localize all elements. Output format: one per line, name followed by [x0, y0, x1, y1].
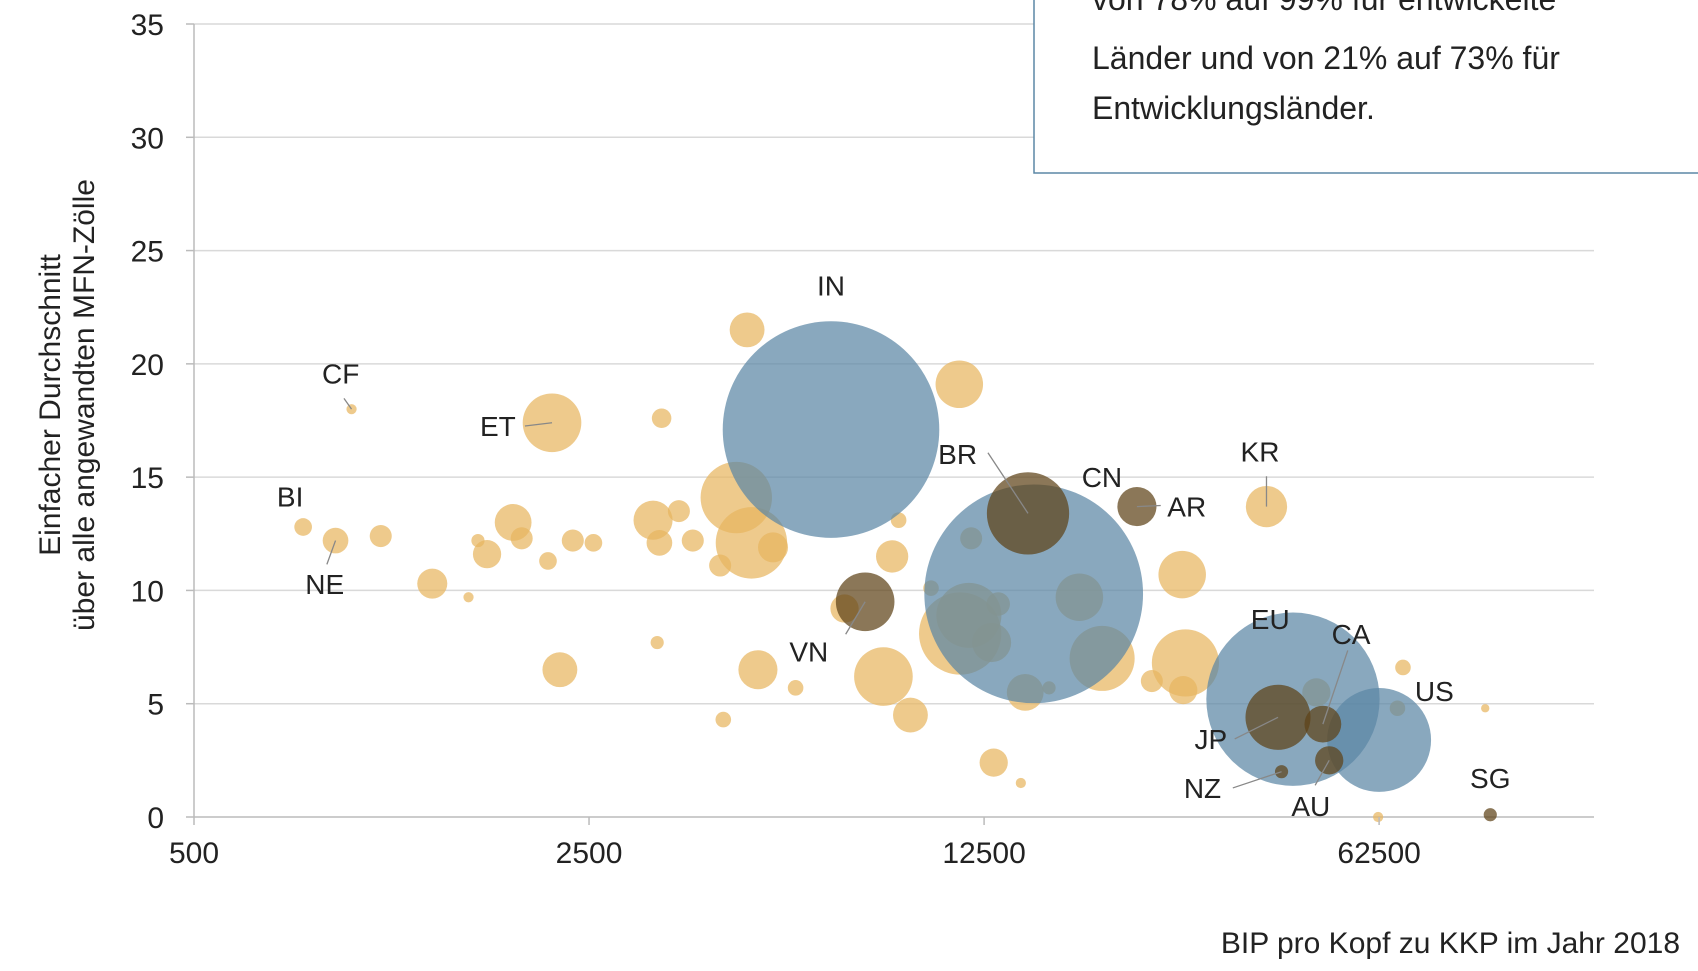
annotation-line: von 78% auf 99% für entwickelte: [1092, 0, 1556, 17]
bubble: [1327, 688, 1432, 792]
point-label: BR: [938, 439, 977, 470]
point-label: CA: [1332, 619, 1371, 650]
bubble: [1151, 629, 1220, 697]
bubble: [1483, 808, 1497, 822]
bubble: [463, 592, 474, 603]
y-tick-label: 30: [131, 122, 164, 155]
point-label: JP: [1195, 724, 1228, 755]
leader-line: [1322, 650, 1349, 725]
bubble: [1169, 675, 1198, 705]
point-label: US: [1415, 676, 1454, 707]
annotation-box: [1033, 0, 1698, 174]
bubble: [646, 530, 673, 556]
bubble: [369, 525, 392, 548]
annotation-line: Entwicklungsländer.: [1092, 90, 1375, 126]
leader-line: [1314, 760, 1330, 786]
bubble: [924, 484, 1144, 704]
x-axis-title: BIP pro Kopf zu KKP im Jahr 2018: [1221, 927, 1680, 960]
bubble: [472, 540, 502, 569]
bubble: [979, 748, 1008, 777]
point-label: AU: [1291, 791, 1330, 822]
point-label: AR: [1167, 492, 1206, 523]
bubble: [738, 650, 778, 690]
y-tick-label: 5: [147, 689, 164, 722]
bubble: [1481, 704, 1490, 713]
point-label: IN: [817, 271, 845, 302]
leader-line: [326, 540, 337, 565]
leader-line: [1136, 504, 1161, 508]
bubble: [651, 408, 672, 429]
bubble: [561, 529, 584, 552]
y-tick-label: 15: [131, 462, 164, 495]
bubble: [709, 554, 732, 577]
bubble: [1395, 659, 1411, 676]
bubble: [722, 321, 940, 538]
bubble: [893, 697, 928, 733]
x-tick-label: 500: [169, 837, 219, 870]
ticks: 0 5 10 15 20 25 30 35 500 2500 12500 62500: [131, 9, 1421, 870]
bubble: [1140, 670, 1163, 693]
leader-line: [524, 422, 553, 427]
bubble: [510, 527, 533, 550]
bubble: [633, 500, 673, 540]
bubble: [715, 711, 732, 728]
point-label: CF: [322, 358, 359, 389]
bubble: [471, 533, 485, 548]
bubble: [539, 552, 557, 570]
bubble: [667, 500, 690, 523]
annotation-line: Länder und von 21% auf 73% für: [1092, 40, 1560, 76]
bubble: [757, 532, 789, 563]
bubble: [417, 568, 448, 599]
bubble: [935, 360, 984, 408]
point-label: NE: [305, 569, 344, 600]
leader-line: [987, 452, 1029, 514]
bubble: [729, 312, 765, 348]
bubble: [1315, 746, 1344, 775]
x-tick-label: 62500: [1337, 837, 1420, 870]
bubble: [1373, 811, 1384, 823]
point-label: NZ: [1184, 773, 1221, 804]
y-tick-label: 0: [147, 802, 164, 835]
y-tick-label: 10: [131, 575, 164, 608]
bubble: [1158, 550, 1206, 599]
leader-line: [845, 601, 866, 635]
y-tick-label: 35: [131, 9, 164, 42]
y-tick-label: 25: [131, 236, 164, 269]
bubble: [787, 680, 804, 696]
bubble: [294, 518, 312, 536]
point-label: VN: [789, 637, 828, 668]
bubble: [584, 534, 603, 552]
bubbles: [294, 312, 1497, 823]
y-tick-label: 20: [131, 349, 164, 382]
point-label: BI: [277, 482, 303, 513]
bubble: [650, 635, 664, 650]
point-label: CN: [1082, 462, 1122, 493]
bubble: [542, 652, 578, 688]
bubble: [854, 647, 913, 706]
bubble: [876, 540, 909, 573]
y-axis-title-line: Einfacher Durchschnitt: [34, 253, 67, 555]
y-axis-title-line: über alle angewandten MFN-Zölle: [68, 179, 101, 631]
y-axis-title: Einfacher Durchschnitt über alle angewan…: [34, 179, 101, 631]
leader-line: [1234, 716, 1279, 740]
point-label: SG: [1470, 763, 1510, 794]
bubble: [1015, 777, 1026, 789]
point-label: ET: [480, 411, 516, 442]
x-tick-label: 2500: [556, 837, 623, 870]
bubble: [681, 529, 704, 552]
leader-line: [1232, 771, 1282, 789]
x-tick-label: 12500: [942, 837, 1025, 870]
point-labels: KR ET CF BI NE IN CN EU US BR JP AR CA AU NZ SG VN: [277, 271, 1511, 822]
point-label: KR: [1241, 436, 1280, 467]
point-label: EU: [1251, 604, 1290, 635]
leader-line: [343, 397, 353, 410]
